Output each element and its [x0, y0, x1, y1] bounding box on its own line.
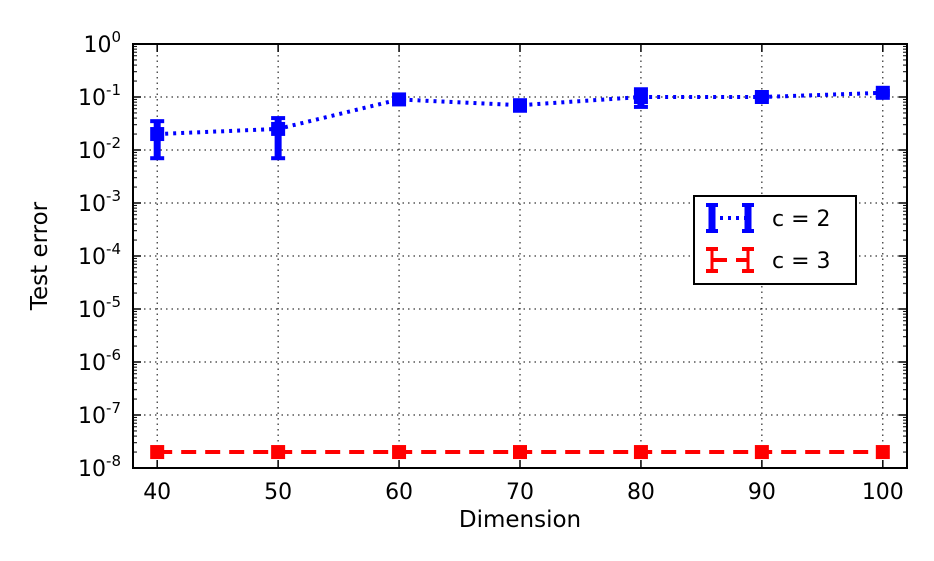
legend: c = 2 c = 3	[693, 195, 857, 285]
data-point	[150, 127, 165, 142]
data-point	[513, 445, 527, 460]
series-layer	[150, 85, 890, 460]
y-tick-label: 10-2	[78, 134, 121, 164]
data-point	[513, 98, 527, 113]
legend-item: c = 3	[706, 247, 831, 274]
y-tick-label: 10-8	[78, 452, 121, 482]
data-point	[633, 90, 648, 104]
x-tick-label: 60	[385, 480, 413, 505]
data-point	[754, 90, 769, 104]
y-axis-title: Test error	[27, 201, 53, 311]
x-tick-label: 100	[862, 480, 904, 505]
legend-label: c = 3	[772, 249, 831, 274]
data-point	[633, 445, 648, 460]
data-point	[392, 445, 407, 460]
y-tick-label: 10-3	[78, 187, 121, 217]
data-point	[150, 445, 165, 460]
legend-label: c = 2	[772, 207, 831, 232]
data-point	[875, 445, 890, 460]
y-tick-label: 10-5	[78, 293, 121, 323]
data-point	[875, 85, 890, 100]
data-point	[392, 92, 407, 107]
y-tick-label: 10-7	[78, 399, 121, 429]
y-tick-label: 100	[83, 28, 121, 58]
data-point	[754, 445, 769, 460]
ticks: 40 50 60 70 80 90 100 100 10-1 10-2 10-3 10-4 10-5 10…	[78, 28, 907, 505]
x-tick-label: 50	[264, 480, 292, 505]
x-tick-label: 80	[627, 480, 655, 505]
y-tick-label: 10-1	[78, 81, 121, 111]
y-tick-label: 10-6	[78, 346, 121, 376]
series-2	[150, 445, 890, 460]
legend-item: c = 2	[706, 203, 831, 233]
data-point	[271, 121, 286, 136]
x-tick-label: 90	[748, 480, 776, 505]
x-axis-title: Dimension	[459, 507, 581, 533]
data-point	[271, 445, 286, 460]
y-tick-label: 10-4	[78, 240, 121, 270]
x-tick-label: 40	[143, 480, 171, 505]
x-tick-label: 70	[506, 480, 534, 505]
legend-box	[693, 195, 857, 285]
series-1	[150, 85, 890, 161]
